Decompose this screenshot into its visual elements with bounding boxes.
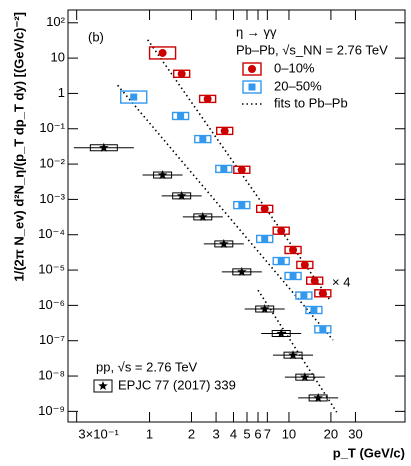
data-point (259, 304, 270, 313)
legend-marker (248, 83, 256, 91)
data-point (300, 260, 309, 269)
fit-line (257, 289, 338, 413)
data-point (300, 292, 308, 300)
annotation: pp, √s = 2.76 TeV (96, 359, 198, 374)
data-point (310, 306, 318, 314)
legend-label: 0–10% (274, 60, 315, 75)
data-point (220, 126, 229, 135)
y-tick-label: 10⁻⁷ (39, 332, 65, 347)
legend-box (242, 80, 262, 94)
y-tick-label: 10⁻⁸ (38, 367, 65, 382)
x-tick-label: 3 (212, 426, 219, 441)
legend-label: EPJC 77 (2017) 339 (118, 377, 236, 392)
x-tick-label: 2 (188, 426, 195, 441)
legend-label: 20–50% (274, 78, 322, 93)
x-tick-label: 5 (243, 426, 250, 441)
data-point (177, 112, 185, 120)
syst-box (148, 46, 177, 60)
data-point (277, 226, 286, 235)
y-tick-label: 10⁻¹ (39, 120, 65, 135)
data-point (220, 165, 228, 173)
x-axis-label: p_T (GeV/c) (333, 445, 405, 460)
y-tick-label: 10⁻⁵ (38, 261, 65, 276)
x-tick-label: 3×10⁻¹ (78, 426, 119, 441)
data-point (157, 170, 168, 180)
data-point (198, 211, 208, 221)
data-point (300, 372, 310, 382)
data-point (313, 392, 323, 402)
data-point (176, 190, 187, 200)
data-point (238, 201, 246, 209)
plot-frame (67, 9, 406, 423)
fit-line (116, 84, 334, 341)
data-point (237, 266, 247, 276)
data-point (130, 93, 138, 101)
data-point (289, 245, 298, 254)
y-tick-label: 10⁻² (39, 156, 65, 171)
panel-label: (b) (88, 29, 104, 44)
data-point (276, 328, 286, 338)
x-tick-label: 4 (230, 426, 237, 441)
data-point (219, 238, 229, 248)
annotation: η → γγ (236, 24, 277, 39)
data-point (289, 272, 297, 280)
x-tick-label: 20 (324, 426, 338, 441)
annotation: Pb–Pb, √s_NN = 2.76 TeV (236, 42, 388, 57)
legend-box (93, 379, 113, 393)
x-tick-label: 7 (264, 426, 271, 441)
data-point (261, 235, 269, 243)
x-tick-label: 30 (348, 426, 362, 441)
y-tick-label: 10⁻⁴ (38, 226, 65, 241)
legend-label: fits to Pb–Pb (274, 95, 348, 110)
y-tick-label: 1 (58, 85, 65, 100)
legend-marker (98, 381, 108, 390)
data-point (260, 204, 269, 213)
data-point (177, 69, 186, 78)
data-point (288, 350, 298, 360)
y-tick-label: 10² (46, 14, 65, 29)
scale-note: × 4 (332, 274, 350, 289)
x-tick-label: 10 (282, 426, 296, 441)
data-point (310, 276, 319, 285)
legend-marker (248, 65, 256, 73)
y-tick-label: 10⁻³ (39, 191, 65, 206)
x-tick-label: 1 (146, 426, 153, 441)
syst-box (120, 90, 148, 104)
y-tick-label: 10⁻⁶ (38, 297, 65, 312)
data-point (99, 142, 109, 152)
data-point (277, 257, 285, 265)
y-tick-label: 10 (51, 50, 65, 65)
data-point (319, 325, 327, 333)
data-point (158, 48, 167, 57)
data-point (199, 135, 207, 143)
y-tick-label: 10⁻⁹ (38, 403, 65, 418)
x-tick-label: 6 (254, 426, 261, 441)
data-point (318, 289, 327, 298)
data-point (203, 94, 212, 103)
legend-box (242, 62, 262, 76)
y-axis-label: 1/(2π N_ev) d²N_η/(p_T dp_T dy) [(GeV/c)… (11, 12, 26, 282)
data-point (237, 165, 246, 174)
